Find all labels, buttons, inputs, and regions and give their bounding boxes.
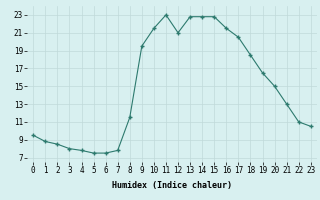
X-axis label: Humidex (Indice chaleur): Humidex (Indice chaleur) bbox=[112, 181, 232, 190]
